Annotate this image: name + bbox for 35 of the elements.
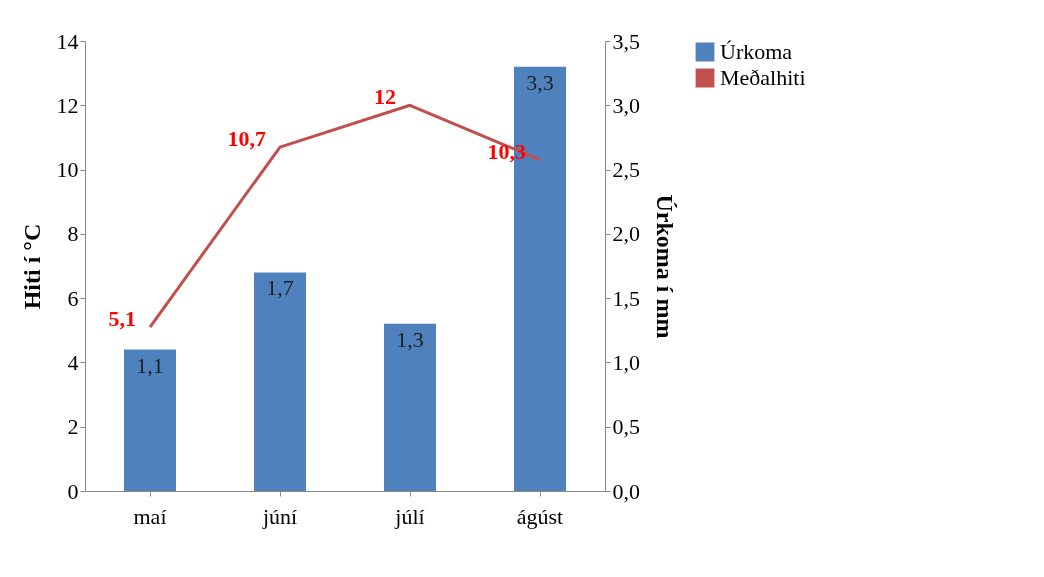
y-tick-label: 10 bbox=[56, 157, 79, 183]
data-label: 1,1 bbox=[136, 352, 164, 378]
data-label: 3,3 bbox=[526, 69, 554, 95]
y-axis-title: Hiti í °C bbox=[18, 223, 45, 310]
data-label: 1,3 bbox=[396, 326, 424, 352]
y2-tick-label: 1,5 bbox=[612, 285, 640, 311]
bar bbox=[124, 349, 176, 491]
y2-tick-label: 3,0 bbox=[612, 92, 640, 118]
y2-tick-label: 2,5 bbox=[612, 157, 640, 183]
data-label: 10,7 bbox=[227, 126, 266, 152]
bar bbox=[254, 272, 306, 491]
y-tick-label: 8 bbox=[67, 221, 79, 247]
bar bbox=[384, 323, 436, 491]
y-tick-label: 4 bbox=[67, 349, 79, 375]
y2-axis-title: Úrkoma í mm bbox=[652, 194, 678, 339]
y-tick-label: 0 bbox=[67, 478, 79, 504]
data-label: 1,7 bbox=[266, 275, 294, 301]
x-tick-label: maí bbox=[133, 503, 167, 529]
y2-tick-label: 0,5 bbox=[612, 414, 640, 440]
y-tick-label: 12 bbox=[56, 92, 79, 118]
data-label: 12 bbox=[374, 84, 396, 110]
legend-label: Úrkoma bbox=[720, 39, 793, 64]
x-tick-label: júní bbox=[261, 503, 298, 529]
y-tick-label: 2 bbox=[67, 414, 79, 440]
y2-tick-label: 1,0 bbox=[612, 349, 640, 375]
y2-tick-label: 0,0 bbox=[612, 478, 640, 504]
y2-tick-label: 3,5 bbox=[612, 28, 640, 54]
x-tick-label: júlí bbox=[394, 503, 425, 529]
y2-tick-label: 2,0 bbox=[612, 221, 640, 247]
y-tick-label: 6 bbox=[67, 285, 79, 311]
legend-label: Meðalhiti bbox=[720, 65, 806, 90]
data-label: 5,1 bbox=[108, 306, 136, 332]
y-tick-label: 14 bbox=[56, 28, 79, 54]
line-series bbox=[148, 103, 542, 329]
x-tick-label: ágúst bbox=[516, 503, 564, 529]
